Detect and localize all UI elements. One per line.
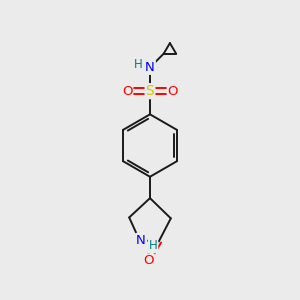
Text: O: O bbox=[168, 85, 178, 98]
Text: S: S bbox=[146, 84, 154, 98]
Text: H: H bbox=[134, 58, 143, 71]
Text: N: N bbox=[136, 234, 146, 247]
Text: O: O bbox=[143, 254, 154, 267]
Text: O: O bbox=[122, 85, 132, 98]
Text: H: H bbox=[148, 239, 157, 252]
Text: N: N bbox=[145, 61, 155, 74]
